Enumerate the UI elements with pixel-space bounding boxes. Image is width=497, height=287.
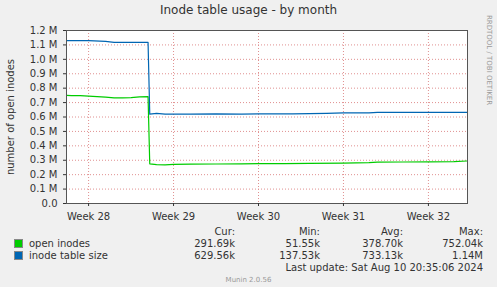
svg-text:Week 29: Week 29 bbox=[152, 211, 195, 222]
svg-text:0.9 M: 0.9 M bbox=[30, 68, 58, 79]
html-text:1.14M: 1.14M bbox=[452, 250, 483, 261]
svg-text:0.8 M: 0.8 M bbox=[30, 82, 58, 93]
svg-text:0.3 M: 0.3 M bbox=[30, 154, 58, 165]
svg-text:Week 28: Week 28 bbox=[67, 211, 110, 222]
html-text:Cur:: Cur: bbox=[214, 226, 235, 237]
html-text:Avg:: Avg: bbox=[381, 226, 403, 237]
html-text:752.04k: 752.04k bbox=[442, 238, 483, 249]
svg-text:0.1 M: 0.1 M bbox=[30, 183, 58, 194]
html-text:Last update: Sat Aug 10 20:35:: Last update: Sat Aug 10 20:35:06 2024 bbox=[285, 262, 483, 273]
svg-text:0.4 M: 0.4 M bbox=[30, 140, 58, 151]
html-text:629.56k: 629.56k bbox=[194, 250, 235, 261]
html-text:open inodes: open inodes bbox=[29, 238, 91, 249]
svg-text:0.6 M: 0.6 M bbox=[30, 111, 58, 122]
svg-text:0.7 M: 0.7 M bbox=[30, 97, 58, 108]
html-text:378.70k: 378.70k bbox=[362, 238, 403, 249]
svg-text:1.2 M: 1.2 M bbox=[30, 25, 58, 36]
html-text:RRDTOOL / TOBI OETIKER: RRDTOOL / TOBI OETIKER bbox=[485, 14, 493, 106]
svg-text:0.2 M: 0.2 M bbox=[30, 169, 58, 180]
html-text:Inode table usage - by month: Inode table usage - by month bbox=[159, 3, 338, 17]
html-text:Munin 2.0.56: Munin 2.0.56 bbox=[225, 276, 272, 284]
html-text:51.55k: 51.55k bbox=[285, 238, 320, 249]
svg-text:Week 32: Week 32 bbox=[407, 211, 450, 222]
html-text:Max:: Max: bbox=[459, 226, 483, 237]
html-text:number of open inodes: number of open inodes bbox=[4, 58, 16, 176]
html-text:Min:: Min: bbox=[298, 226, 320, 237]
html-text:733.13k: 733.13k bbox=[362, 250, 403, 261]
svg-text:1.1 M: 1.1 M bbox=[30, 39, 58, 50]
svg-text:0.0: 0.0 bbox=[42, 198, 58, 209]
svg-text:1.0 M: 1.0 M bbox=[30, 54, 58, 65]
svg-text:Week 31: Week 31 bbox=[322, 211, 365, 222]
html-text:291.69k: 291.69k bbox=[194, 238, 235, 249]
html-text:inode table size: inode table size bbox=[29, 250, 108, 261]
html-text:137.53k: 137.53k bbox=[279, 250, 320, 261]
svg-text:Week 30: Week 30 bbox=[237, 211, 280, 222]
svg-text:0.5 M: 0.5 M bbox=[30, 126, 58, 137]
